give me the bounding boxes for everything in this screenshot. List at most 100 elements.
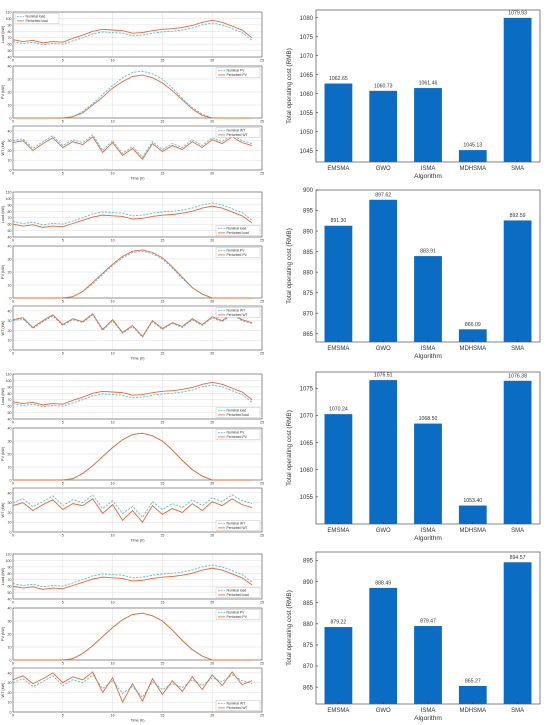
x-tick-label: 0	[12, 601, 14, 605]
x-tick-label: 0	[12, 421, 14, 425]
legend-label: Perturbed load	[227, 593, 249, 597]
x-tick-label: 25	[260, 482, 264, 486]
bar-value-label: 1062.65	[329, 76, 348, 82]
y-tick-label: 1075	[300, 386, 314, 392]
y-axis-label: PV (kW)	[1, 626, 5, 641]
x-tick-label: 20	[210, 662, 214, 666]
bar-chart-0: 1045 1050 1055 1060 1065 1070 1075 1080 1062.65 E…	[286, 9, 541, 180]
y-tick-label: 30	[8, 319, 12, 323]
y-tick-label: 30	[8, 620, 12, 624]
series-line-perturbed	[12, 671, 253, 704]
bar	[503, 17, 532, 163]
plot-frame	[12, 667, 263, 713]
y-tick-label: 110	[6, 191, 12, 195]
bar-value-label: 866.09	[465, 322, 481, 328]
legend-label: Nominal WT	[227, 129, 246, 133]
x-tick-label: 5	[62, 352, 64, 356]
legend-label: Nominal load	[227, 589, 247, 593]
bar-value-label: 1061.46	[419, 81, 438, 87]
legend-label: Nominal PV	[227, 611, 246, 615]
bar	[414, 423, 442, 524]
y-tick-label: 0	[10, 349, 12, 353]
line-chart-3-0: 40 50 60 70 80 90 100 110 0 5 10 15 20 25 Load (kW) Nom…	[1, 553, 264, 605]
legend-box	[215, 587, 261, 598]
y-tick-label: 10	[8, 466, 12, 470]
legend-box	[215, 407, 261, 418]
y-tick-label: 865	[303, 332, 314, 338]
x-tick-label: 10	[111, 662, 115, 666]
series-line-perturbed	[13, 612, 253, 661]
y-tick-label: 90	[8, 203, 12, 207]
bar	[369, 199, 398, 342]
y-tick-label: 10	[8, 339, 12, 343]
y-tick-label: 870	[303, 311, 314, 317]
x-tick-label: 15	[160, 59, 164, 63]
y-tick-label: 40	[8, 56, 12, 60]
y-tick-label: 0	[10, 169, 12, 173]
x-tick-label: GWO	[376, 528, 391, 534]
legend-box	[215, 307, 261, 318]
legend-label: Perturbed WT	[227, 706, 248, 710]
y-tick-label: 1070	[300, 54, 314, 60]
x-tick-label: EMSMA	[327, 166, 349, 172]
y-tick-label: 10	[8, 646, 12, 650]
legend-label: Perturbed WT	[227, 313, 248, 317]
y-tick-label: 30	[8, 258, 12, 262]
x-tick-label: MDHSMA	[459, 528, 486, 534]
plot-frame	[12, 65, 263, 119]
x-tick-label: 5	[62, 239, 64, 243]
series-line-nominal	[12, 22, 253, 46]
x-tick-label: 15	[160, 601, 164, 605]
y-axis-label: PV (kW)	[1, 84, 5, 99]
y-tick-label: 880	[303, 622, 314, 628]
y-tick-label: 20	[8, 329, 12, 333]
x-tick-label: 25	[260, 239, 264, 243]
series-line-perturbed	[13, 432, 253, 481]
legend-label: Nominal WT	[227, 309, 246, 313]
series-line-nominal	[12, 134, 253, 159]
y-tick-label: 890	[303, 580, 314, 586]
y-tick-label: 20	[8, 271, 12, 275]
y-tick-label: 10	[8, 521, 12, 525]
y-tick-label: 30	[8, 440, 12, 444]
bar-value-label: 879.47	[420, 619, 436, 625]
x-tick-label: 15	[160, 300, 164, 304]
y-tick-label: 70	[8, 398, 12, 402]
x-axis-label: Algorithm	[414, 173, 442, 180]
y-tick-label: 870	[303, 664, 314, 670]
y-tick-label: 80	[8, 572, 12, 576]
bar-value-label: 1076.51	[374, 373, 393, 379]
x-tick-label: 15	[160, 239, 164, 243]
x-tick-label: 10	[111, 120, 115, 124]
x-tick-label: 0	[12, 300, 14, 304]
legend-label: Perturbed load	[227, 231, 249, 235]
y-tick-label: 20	[8, 511, 12, 515]
y-tick-label: 1075	[300, 35, 314, 41]
series-line-perturbed	[12, 567, 253, 590]
x-tick-label: 15	[160, 534, 164, 538]
x-tick-label: MDHSMA	[459, 708, 486, 714]
bar	[369, 587, 398, 704]
series-line-nominal	[12, 674, 253, 699]
bar	[414, 88, 442, 162]
bar-value-label: 879.22	[330, 620, 346, 626]
y-tick-label: 40	[8, 598, 12, 602]
y-tick-label: 40	[8, 236, 12, 240]
y-tick-label: 895	[303, 209, 314, 215]
x-tick-label: 15	[160, 352, 164, 356]
legend-box	[215, 520, 261, 531]
x-tick-label: 20	[210, 172, 214, 176]
y-tick-label: 40	[8, 427, 12, 431]
x-tick-label: EMSMA	[327, 708, 349, 714]
legend-label: Nominal WT	[227, 702, 246, 706]
y-tick-label: 1045	[300, 149, 314, 155]
bar	[369, 380, 398, 524]
legend-box	[215, 609, 261, 620]
y-tick-label: 0	[10, 479, 12, 483]
x-tick-label: 5	[62, 120, 64, 124]
x-tick-label: 25	[260, 300, 264, 304]
